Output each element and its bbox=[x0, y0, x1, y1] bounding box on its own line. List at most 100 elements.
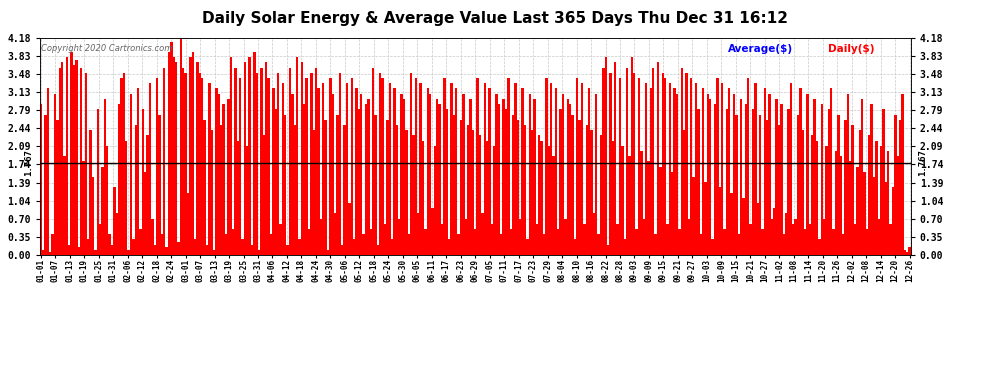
Bar bbox=[736, 114, 738, 255]
Bar bbox=[97, 109, 99, 255]
Bar bbox=[388, 83, 391, 255]
Bar bbox=[457, 234, 459, 255]
Bar bbox=[804, 229, 806, 255]
Bar bbox=[724, 229, 726, 255]
Bar bbox=[664, 78, 666, 255]
Bar bbox=[247, 146, 248, 255]
Bar bbox=[306, 78, 308, 255]
Bar bbox=[863, 172, 865, 255]
Bar bbox=[607, 244, 609, 255]
Bar bbox=[880, 146, 882, 255]
Bar bbox=[495, 94, 498, 255]
Bar bbox=[427, 88, 429, 255]
Bar bbox=[671, 172, 673, 255]
Bar bbox=[709, 99, 712, 255]
Bar bbox=[873, 177, 875, 255]
Bar bbox=[339, 73, 342, 255]
Bar bbox=[365, 104, 367, 255]
Bar bbox=[524, 125, 527, 255]
Bar bbox=[332, 94, 334, 255]
Bar bbox=[403, 99, 405, 255]
Bar bbox=[248, 57, 250, 255]
Bar bbox=[775, 99, 778, 255]
Bar bbox=[464, 219, 467, 255]
Bar bbox=[87, 239, 89, 255]
Bar bbox=[158, 114, 160, 255]
Bar bbox=[692, 177, 695, 255]
Bar bbox=[744, 104, 747, 255]
Bar bbox=[400, 94, 403, 255]
Bar bbox=[235, 68, 237, 255]
Bar bbox=[260, 68, 262, 255]
Bar bbox=[899, 120, 901, 255]
Bar bbox=[491, 224, 493, 255]
Bar bbox=[534, 99, 536, 255]
Bar bbox=[654, 234, 656, 255]
Bar bbox=[135, 125, 137, 255]
Bar bbox=[170, 42, 172, 255]
Bar bbox=[700, 234, 702, 255]
Bar bbox=[40, 104, 42, 255]
Bar bbox=[337, 114, 339, 255]
Bar bbox=[476, 78, 479, 255]
Bar bbox=[242, 239, 244, 255]
Bar bbox=[381, 78, 384, 255]
Bar bbox=[415, 78, 417, 255]
Bar bbox=[172, 57, 175, 255]
Bar bbox=[590, 130, 593, 255]
Bar bbox=[740, 99, 742, 255]
Bar bbox=[738, 234, 740, 255]
Bar bbox=[756, 203, 759, 255]
Bar bbox=[213, 250, 215, 255]
Bar bbox=[605, 57, 607, 255]
Bar bbox=[446, 109, 447, 255]
Bar bbox=[721, 83, 724, 255]
Bar bbox=[396, 125, 398, 255]
Bar bbox=[581, 83, 583, 255]
Bar bbox=[763, 88, 766, 255]
Bar bbox=[761, 229, 763, 255]
Bar bbox=[676, 94, 678, 255]
Bar bbox=[652, 68, 654, 255]
Bar bbox=[811, 135, 814, 255]
Bar bbox=[766, 120, 768, 255]
Text: Average($): Average($) bbox=[728, 44, 793, 54]
Bar bbox=[89, 130, 92, 255]
Bar bbox=[838, 114, 840, 255]
Bar bbox=[92, 177, 94, 255]
Bar bbox=[785, 213, 787, 255]
Bar bbox=[619, 78, 621, 255]
Bar bbox=[649, 88, 652, 255]
Bar bbox=[270, 234, 272, 255]
Bar bbox=[759, 114, 761, 255]
Bar bbox=[566, 99, 569, 255]
Bar bbox=[892, 188, 894, 255]
Bar bbox=[545, 78, 547, 255]
Bar bbox=[462, 94, 464, 255]
Bar bbox=[175, 63, 177, 255]
Bar bbox=[61, 63, 63, 255]
Bar bbox=[688, 219, 690, 255]
Bar bbox=[177, 242, 179, 255]
Bar bbox=[519, 219, 522, 255]
Bar bbox=[602, 68, 605, 255]
Text: Daily Solar Energy & Average Value Last 365 Days Thu Dec 31 16:12: Daily Solar Energy & Average Value Last … bbox=[202, 11, 788, 26]
Bar bbox=[500, 234, 503, 255]
Bar bbox=[626, 68, 629, 255]
Bar bbox=[870, 104, 873, 255]
Bar bbox=[666, 224, 668, 255]
Bar bbox=[609, 73, 612, 255]
Bar bbox=[346, 83, 348, 255]
Bar bbox=[191, 52, 194, 255]
Bar bbox=[412, 135, 415, 255]
Text: Daily($): Daily($) bbox=[828, 44, 874, 54]
Bar bbox=[104, 99, 106, 255]
Bar bbox=[160, 234, 163, 255]
Bar bbox=[45, 114, 47, 255]
Bar bbox=[220, 125, 223, 255]
Bar bbox=[147, 135, 148, 255]
Bar bbox=[690, 78, 692, 255]
Bar bbox=[719, 188, 721, 255]
Bar bbox=[882, 109, 885, 255]
Bar bbox=[360, 94, 362, 255]
